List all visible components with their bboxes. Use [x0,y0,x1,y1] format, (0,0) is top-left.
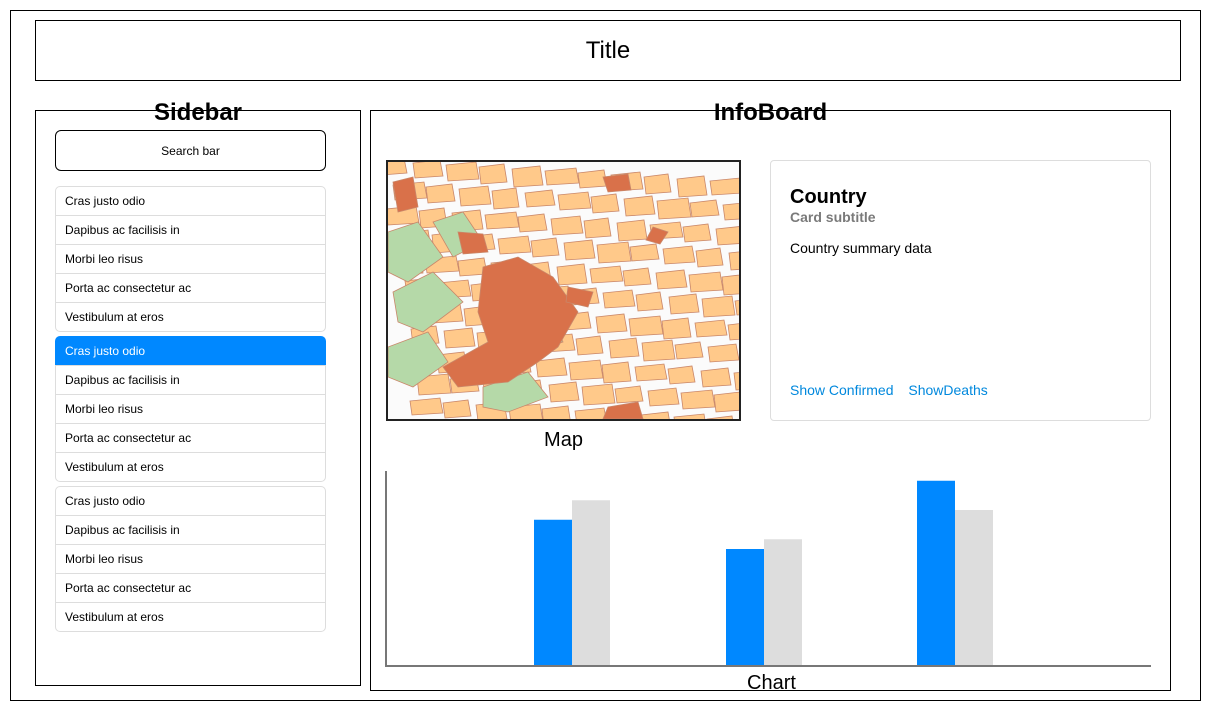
card-title: Country [790,186,867,208]
list-item[interactable]: Vestibulum at eros [55,452,326,482]
map-caption: Map [544,429,583,451]
list-item[interactable]: Vestibulum at eros [55,602,326,632]
list-item[interactable]: Morbi leo risus [55,544,326,574]
page-frame [10,10,1201,701]
list-item[interactable]: Porta ac consectetur ac [55,423,326,453]
chart-axes [385,471,1151,667]
chart-caption: Chart [747,672,796,694]
show-confirmed-link[interactable]: Show Confirmed [790,382,894,398]
infoboard: InfoBoard Map Country Card subtitle Coun… [370,99,1171,694]
sidebar: Sidebar Search bar Cras justo odio Dapibu… [35,99,361,686]
list-item[interactable]: Cras justo odio [55,336,326,366]
list-group: Cras justo odio Dapibus ac facilisis in Mo… [55,186,326,332]
list-item[interactable]: Morbi leo risus [55,244,326,274]
list-item[interactable]: Vestibulum at eros [55,302,326,332]
list-item[interactable]: Porta ac consectetur ac [55,273,326,303]
list-group: Cras justo odio Dapibus ac facilisis in Mo… [55,336,326,482]
chart-bar [726,549,764,665]
list-group: Cras justo odio Dapibus ac facilisis in Mo… [55,486,326,632]
page-title: Title [35,20,1181,81]
chart-bar [955,510,993,665]
map-image-graphic [388,162,739,419]
list-item[interactable]: Dapibus ac facilisis in [55,365,326,395]
card-subtitle: Card subtitle [790,209,876,225]
card-text: Country summary data [790,240,932,256]
country-card: Country Card subtitle Country summary da… [770,160,1151,421]
map-image[interactable] [386,160,741,421]
show-deaths-link[interactable]: ShowDeaths [908,382,988,398]
list-item[interactable]: Cras justo odio [55,186,326,216]
list-item[interactable]: Dapibus ac facilisis in [55,215,326,245]
chart-bar [572,500,610,665]
bar-chart [385,471,1151,667]
chart-bar [764,539,802,665]
search-bar[interactable]: Search bar [55,130,326,171]
infoboard-heading: InfoBoard [713,99,828,126]
list-item[interactable]: Cras justo odio [55,486,326,516]
chart-bar [917,480,955,665]
sidebar-heading: Sidebar [153,99,243,126]
chart-bar [534,519,572,665]
list-item[interactable]: Porta ac consectetur ac [55,573,326,603]
list-item[interactable]: Dapibus ac facilisis in [55,515,326,545]
list-item[interactable]: Morbi leo risus [55,394,326,424]
